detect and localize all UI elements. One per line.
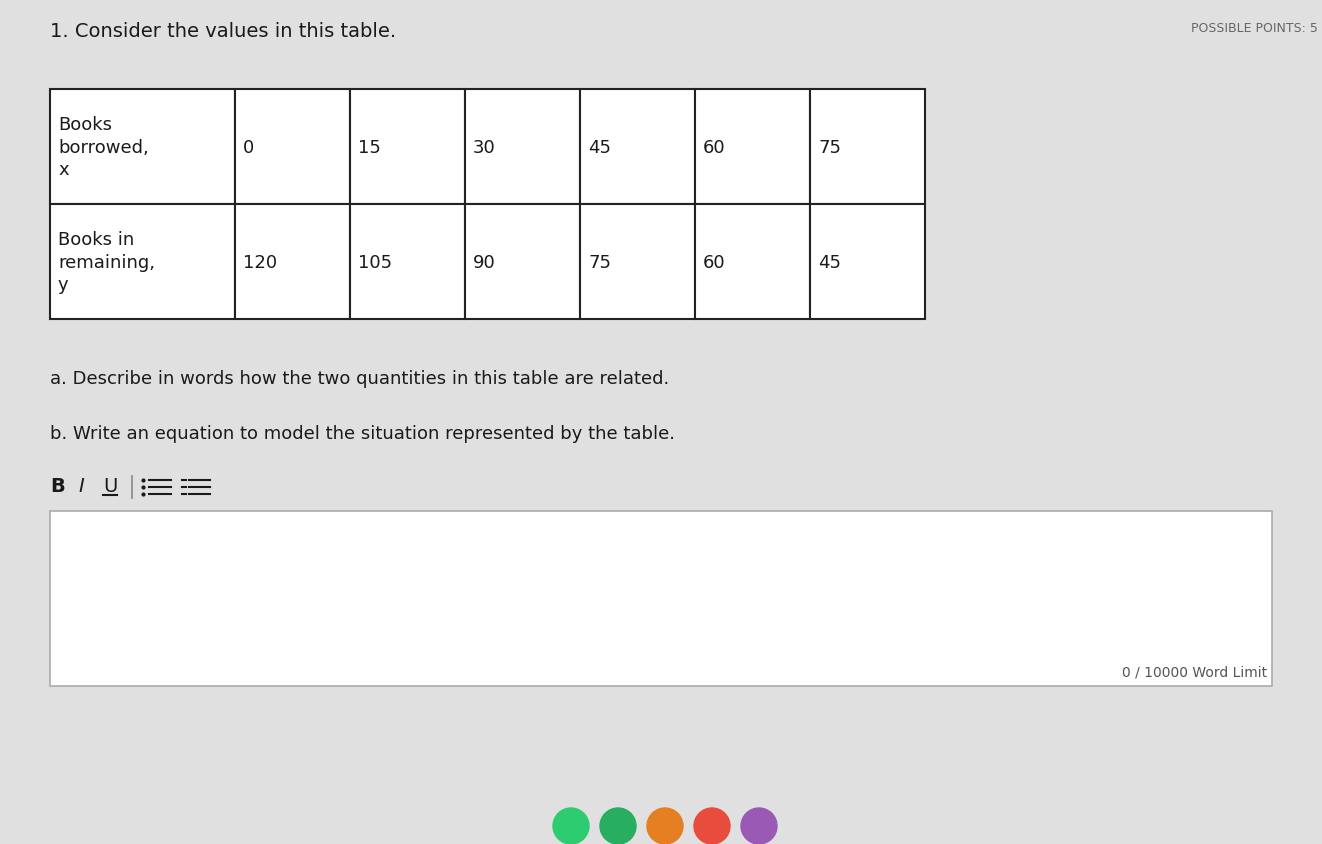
Bar <box>810 90 925 205</box>
Bar <box>580 205 695 320</box>
Text: 30: 30 <box>473 138 496 156</box>
Circle shape <box>742 808 777 844</box>
Circle shape <box>553 808 590 844</box>
Bar <box>695 205 810 320</box>
Text: 120: 120 <box>243 253 278 271</box>
Text: 60: 60 <box>703 253 726 271</box>
Text: U: U <box>103 476 118 495</box>
Text: b. Write an equation to model the situation represented by the table.: b. Write an equation to model the situat… <box>50 425 676 442</box>
Bar <box>695 90 810 205</box>
Text: 1. Consider the values in this table.: 1. Consider the values in this table. <box>50 22 397 41</box>
Text: 45: 45 <box>818 253 841 271</box>
Circle shape <box>646 808 683 844</box>
Text: 0: 0 <box>243 138 254 156</box>
Bar <box>235 90 350 205</box>
Text: 75: 75 <box>818 138 841 156</box>
Text: 90: 90 <box>473 253 496 271</box>
Bar <box>465 90 580 205</box>
Circle shape <box>600 808 636 844</box>
Text: 0 / 10000 Word Limit: 0 / 10000 Word Limit <box>1122 664 1266 679</box>
Text: B: B <box>50 476 65 495</box>
Bar <box>350 90 465 205</box>
Text: Books in
remaining,
y: Books in remaining, y <box>58 231 155 294</box>
Text: 105: 105 <box>358 253 393 271</box>
Text: 45: 45 <box>588 138 611 156</box>
Bar <box>50 511 1272 686</box>
Text: 15: 15 <box>358 138 381 156</box>
Text: 75: 75 <box>588 253 611 271</box>
Text: a. Describe in words how the two quantities in this table are related.: a. Describe in words how the two quantit… <box>50 370 669 387</box>
Text: I: I <box>78 476 83 495</box>
Text: Books
borrowed,
x: Books borrowed, x <box>58 116 149 178</box>
Bar <box>350 205 465 320</box>
Circle shape <box>694 808 730 844</box>
Bar <box>235 205 350 320</box>
Bar <box>50 205 235 320</box>
Bar <box>810 205 925 320</box>
Text: POSSIBLE POINTS: 5: POSSIBLE POINTS: 5 <box>1191 22 1318 35</box>
Bar <box>50 90 235 205</box>
Bar <box>465 205 580 320</box>
Text: 60: 60 <box>703 138 726 156</box>
Bar <box>580 90 695 205</box>
